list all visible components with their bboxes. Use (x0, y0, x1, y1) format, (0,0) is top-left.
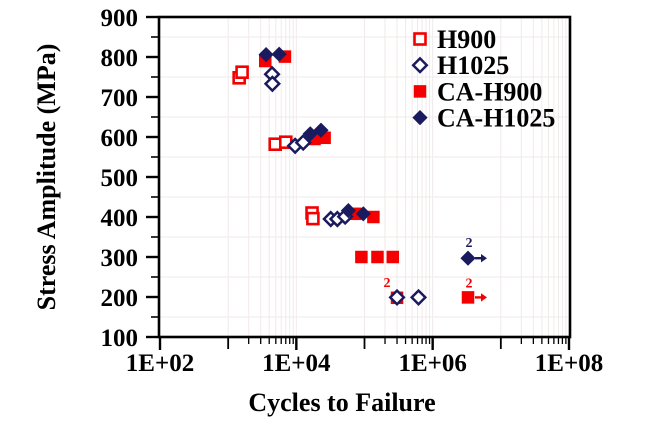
legend-label: H1025 (437, 51, 509, 80)
data-point (258, 47, 274, 63)
y-tick-label: 800 (101, 45, 139, 72)
data-point (386, 250, 400, 264)
legend-label: CA-H1025 (437, 104, 555, 133)
data-point (355, 250, 368, 264)
y-tick-label: 300 (101, 245, 139, 272)
y-tick-label: 600 (101, 125, 139, 152)
data-point (313, 122, 329, 138)
y-axis-title: Stress Amplitude (MPa) (32, 44, 61, 311)
plot-frame (157, 15, 572, 339)
x-tick-label: 1E+06 (398, 350, 466, 377)
y-tick-label: 400 (101, 205, 139, 232)
y-tick-label: 700 (101, 85, 139, 112)
data-point (263, 75, 281, 93)
data-point (271, 46, 287, 62)
data-point (460, 250, 476, 266)
data-point (302, 126, 318, 142)
data-point (235, 65, 249, 79)
legend-label: H900 (437, 25, 496, 54)
y-tick-label: 500 (101, 165, 139, 192)
count-annotation: 2 (466, 276, 473, 291)
data-point (355, 206, 371, 222)
data-point (306, 211, 320, 226)
x-tick-label: 1E+02 (126, 350, 194, 377)
data-point (340, 203, 356, 219)
data-point (388, 288, 406, 306)
x-tick-label: 1E+08 (535, 350, 603, 377)
count-annotation: 2 (384, 276, 391, 291)
x-axis-title: Cycles to Failure (248, 388, 435, 417)
chart-generated-content: 100 200 300 400 500 600 700 800 900 1E+02 1E+04 1E+… (101, 5, 604, 377)
data-point (411, 56, 429, 74)
legend-label: CA-H900 (437, 77, 542, 106)
data-point (371, 250, 384, 264)
runout-arrowhead (481, 293, 488, 302)
data-point (413, 32, 427, 46)
data-point (413, 85, 427, 98)
data-point (294, 134, 312, 152)
y-tick-label: 900 (101, 5, 139, 32)
y-tick-label: 100 (101, 325, 139, 352)
data-point (461, 291, 475, 304)
y-tick-label: 200 (101, 285, 139, 312)
runout-arrowhead (481, 254, 488, 263)
data-point (412, 110, 428, 126)
x-tick-label: 1E+04 (262, 350, 331, 377)
count-annotation: 2 (466, 236, 473, 251)
data-point (409, 288, 428, 306)
